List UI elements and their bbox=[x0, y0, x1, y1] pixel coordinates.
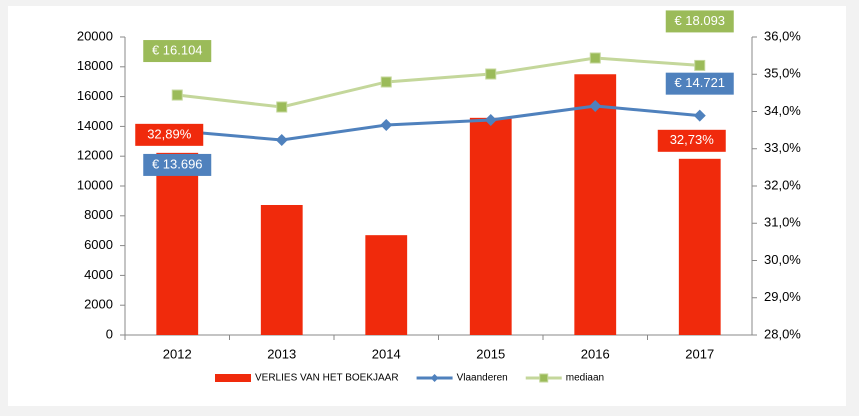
x-tick-label: 2015 bbox=[476, 346, 505, 361]
legend-label: Vlaanderen bbox=[457, 373, 508, 384]
line bbox=[177, 56, 700, 109]
x-tick-label: 2013 bbox=[267, 346, 296, 361]
marker bbox=[485, 68, 497, 80]
value-label: € 14.721 bbox=[674, 75, 725, 90]
bar bbox=[469, 117, 512, 336]
y-tick-label: 4000 bbox=[84, 267, 113, 282]
y2-tick-label: 34,0% bbox=[764, 103, 801, 118]
legend-swatch bbox=[215, 374, 251, 382]
marker bbox=[275, 134, 288, 147]
marker bbox=[693, 109, 706, 122]
value-label-box bbox=[665, 72, 734, 95]
marker bbox=[694, 59, 706, 71]
legend-marker bbox=[539, 373, 549, 383]
bar bbox=[574, 74, 617, 335]
value-label: € 16.104 bbox=[152, 42, 203, 57]
bar bbox=[156, 152, 199, 335]
y-tick-label: 20000 bbox=[77, 28, 113, 43]
legend-label: mediaan bbox=[566, 373, 604, 384]
marker bbox=[589, 52, 601, 64]
bar bbox=[260, 204, 303, 335]
y-tick-label: 14000 bbox=[77, 118, 113, 133]
x-tick-label: 2012 bbox=[163, 346, 192, 361]
y2-tick-label: 36,0% bbox=[764, 28, 801, 43]
value-label-box bbox=[657, 129, 726, 152]
marker bbox=[484, 113, 497, 126]
marker bbox=[380, 76, 392, 88]
y2-tick-label: 35,0% bbox=[764, 66, 801, 81]
marker bbox=[276, 101, 288, 113]
value-label: € 18.093 bbox=[674, 13, 725, 28]
value-label: 32,73% bbox=[670, 132, 715, 147]
bar bbox=[678, 158, 721, 335]
y-tick-label: 6000 bbox=[84, 237, 113, 252]
x-tick-label: 2016 bbox=[581, 346, 610, 361]
y-tick-label: 10000 bbox=[77, 177, 113, 192]
value-label-box bbox=[665, 10, 734, 33]
x-tick-label: 2017 bbox=[685, 346, 714, 361]
marker bbox=[380, 118, 393, 131]
y2-tick-label: 30,0% bbox=[764, 252, 801, 267]
line bbox=[177, 104, 700, 142]
value-label-box bbox=[143, 153, 212, 176]
y-tick-label: 12000 bbox=[77, 148, 113, 163]
value-label: 32,89% bbox=[147, 126, 192, 141]
y2-tick-label: 32,0% bbox=[764, 177, 801, 192]
y-tick-label: 0 bbox=[106, 326, 113, 341]
y2-tick-label: 29,0% bbox=[764, 289, 801, 304]
value-label-box bbox=[143, 40, 212, 63]
y2-tick-label: 33,0% bbox=[764, 140, 801, 155]
y-tick-label: 8000 bbox=[84, 207, 113, 222]
x-tick-label: 2014 bbox=[372, 346, 401, 361]
value-label: € 13.696 bbox=[152, 156, 203, 171]
marker bbox=[589, 100, 602, 113]
y-tick-label: 2000 bbox=[84, 297, 113, 312]
marker bbox=[171, 89, 183, 101]
legend-label: VERLIES VAN HET BOEKJAAR bbox=[255, 373, 399, 384]
legend-marker bbox=[430, 374, 439, 382]
y2-tick-label: 31,0% bbox=[764, 215, 801, 230]
y-tick-label: 16000 bbox=[77, 88, 113, 103]
bar bbox=[365, 235, 408, 335]
y-tick-label: 18000 bbox=[77, 58, 113, 73]
y2-tick-label: 28,0% bbox=[764, 326, 801, 341]
value-label-box bbox=[135, 123, 204, 146]
